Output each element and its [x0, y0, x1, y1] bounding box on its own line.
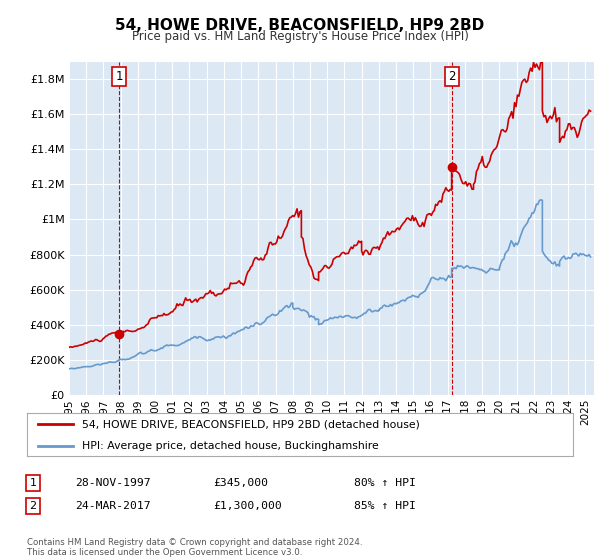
Text: 80% ↑ HPI: 80% ↑ HPI — [354, 478, 416, 488]
Text: 24-MAR-2017: 24-MAR-2017 — [75, 501, 151, 511]
Text: 2: 2 — [448, 70, 455, 83]
Text: Contains HM Land Registry data © Crown copyright and database right 2024.
This d: Contains HM Land Registry data © Crown c… — [27, 538, 362, 557]
Text: 85% ↑ HPI: 85% ↑ HPI — [354, 501, 416, 511]
Text: Price paid vs. HM Land Registry's House Price Index (HPI): Price paid vs. HM Land Registry's House … — [131, 30, 469, 43]
Text: 54, HOWE DRIVE, BEACONSFIELD, HP9 2BD (detached house): 54, HOWE DRIVE, BEACONSFIELD, HP9 2BD (d… — [82, 419, 419, 429]
Text: 2: 2 — [29, 501, 37, 511]
Text: 1: 1 — [29, 478, 37, 488]
Text: HPI: Average price, detached house, Buckinghamshire: HPI: Average price, detached house, Buck… — [82, 441, 379, 451]
Text: 28-NOV-1997: 28-NOV-1997 — [75, 478, 151, 488]
Text: £1,300,000: £1,300,000 — [213, 501, 282, 511]
Text: 54, HOWE DRIVE, BEACONSFIELD, HP9 2BD: 54, HOWE DRIVE, BEACONSFIELD, HP9 2BD — [115, 18, 485, 33]
Text: £345,000: £345,000 — [213, 478, 268, 488]
Text: 1: 1 — [115, 70, 123, 83]
